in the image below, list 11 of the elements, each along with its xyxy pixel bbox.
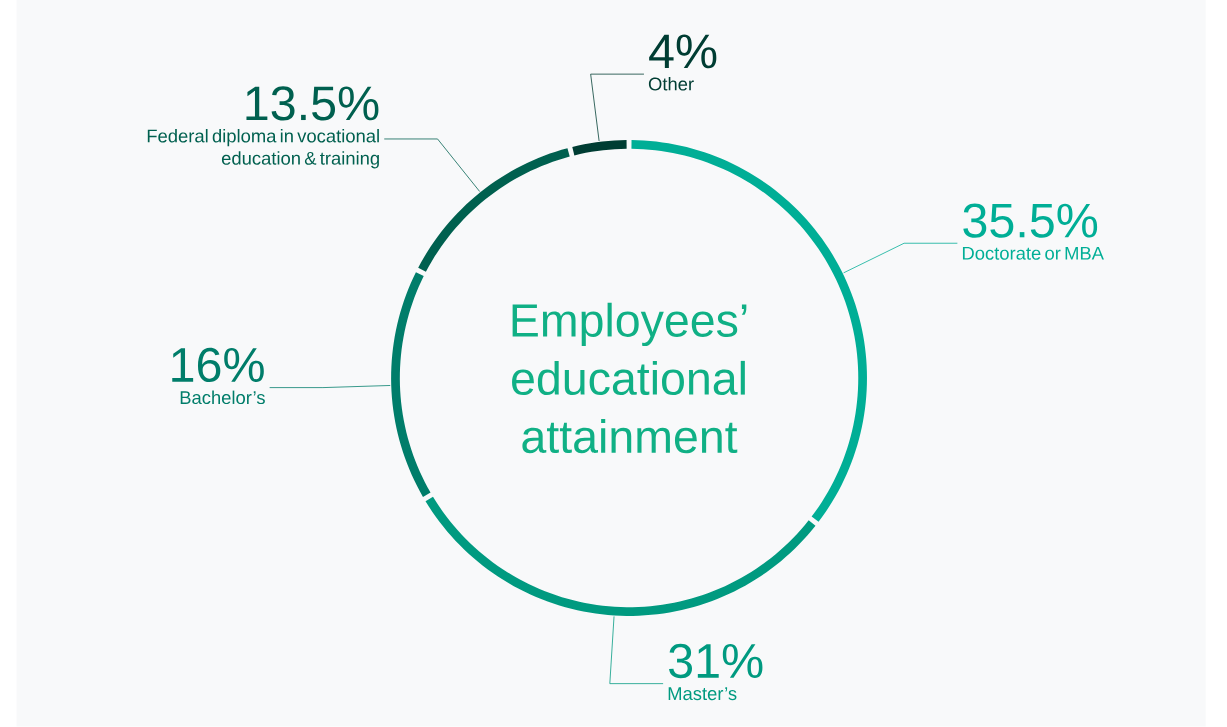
slice-label: Other [648,77,694,91]
slice-label: Federal diploma in vocational education & training [147,129,379,169]
data-label: 35.5% [963,203,1098,238]
slice-label: Bachelor’s [180,390,265,405]
data-label: 31% [669,643,763,679]
slice-label: Master’s [668,687,737,701]
data-label: 4% [649,34,717,69]
slice-label: Doctorate or MBA [962,246,1104,260]
data-label: 13.5% [246,86,379,121]
text: Employees’ educational attainment [512,302,747,454]
data-label: 16% [172,347,264,383]
